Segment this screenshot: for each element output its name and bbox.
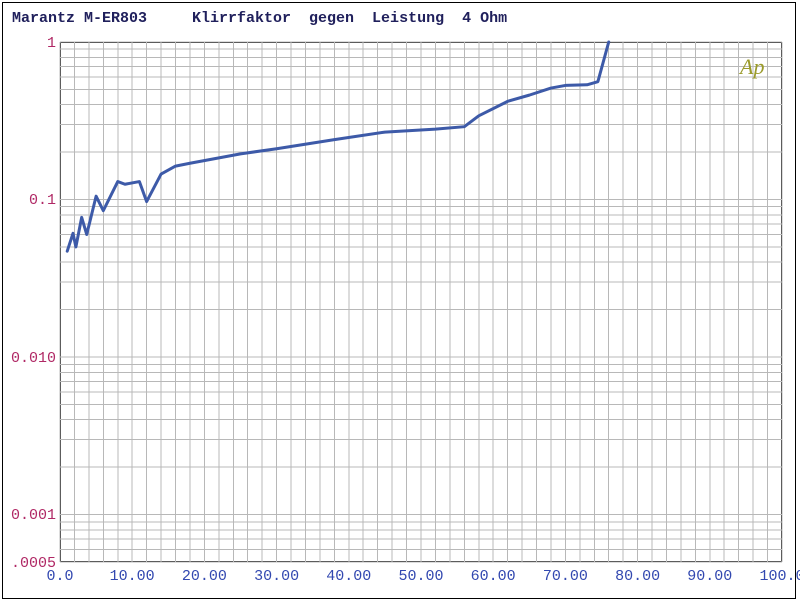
- x-tick-label: 70.00: [543, 568, 588, 585]
- x-tick-label: 100.0: [759, 568, 800, 585]
- x-tick-label: 60.00: [471, 568, 516, 585]
- y-tick-label: 0.010: [11, 350, 56, 367]
- x-tick-label: 30.00: [254, 568, 299, 585]
- ap-watermark: Ap: [740, 54, 764, 80]
- y-tick-label: 0.1: [29, 192, 56, 209]
- x-tick-label: 50.00: [398, 568, 443, 585]
- plot-svg: [60, 42, 782, 562]
- x-tick-label: 10.00: [110, 568, 155, 585]
- x-tick-label: 40.00: [326, 568, 371, 585]
- x-tick-label: 90.00: [687, 568, 732, 585]
- chart-title: Marantz M-ER803 Klirrfaktor gegen Leistu…: [12, 10, 507, 27]
- y-tick-label: 1: [47, 35, 56, 52]
- x-tick-label: 80.00: [615, 568, 660, 585]
- x-tick-label: 0.0: [46, 568, 73, 585]
- y-tick-label: 0.001: [11, 507, 56, 524]
- x-tick-label: 20.00: [182, 568, 227, 585]
